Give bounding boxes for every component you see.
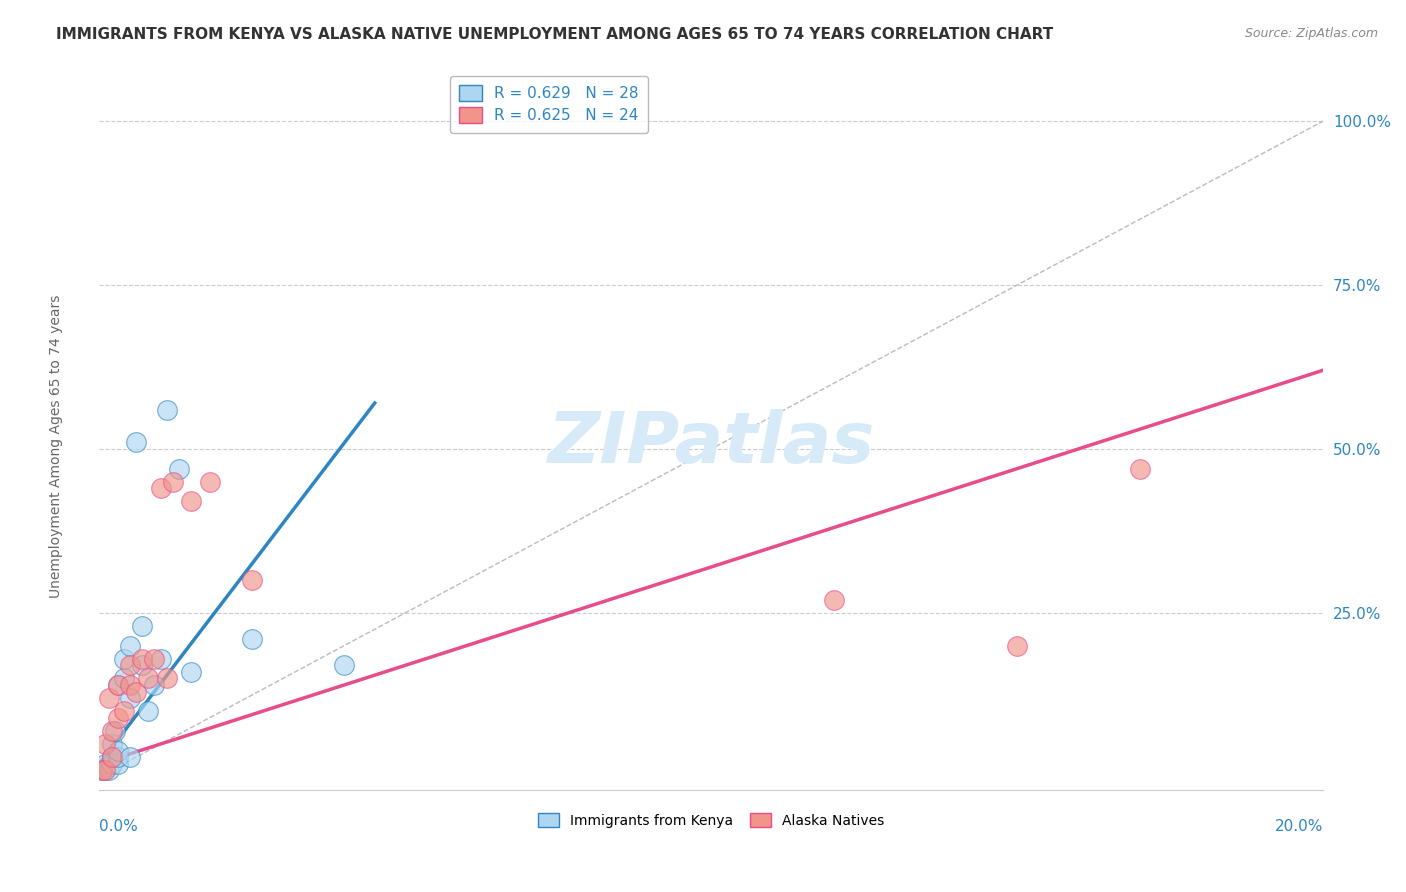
Point (97, 764, 120, 778)
Point (143, 678, 166, 692)
Point (118, 678, 141, 692)
Text: 0.0%: 0.0% (100, 819, 138, 834)
Point (167, 461, 190, 475)
Point (100, 737, 122, 751)
Point (149, 481, 172, 495)
Point (100, 750, 122, 764)
Text: Source: ZipAtlas.com: Source: ZipAtlas.com (1244, 27, 1378, 40)
Point (143, 652, 166, 666)
Point (118, 691, 141, 706)
Point (1129, 461, 1152, 475)
Point (149, 652, 172, 666)
Text: IMMIGRANTS FROM KENYA VS ALASKA NATIVE UNEMPLOYMENT AMONG AGES 65 TO 74 YEARS CO: IMMIGRANTS FROM KENYA VS ALASKA NATIVE U… (56, 27, 1053, 42)
Point (180, 494, 202, 508)
Point (131, 652, 153, 666)
Point (91, 764, 114, 778)
Text: Unemployment Among Ages 65 to 74 years: Unemployment Among Ages 65 to 74 years (49, 294, 63, 598)
Point (118, 639, 141, 653)
Point (180, 665, 202, 679)
Point (107, 750, 129, 764)
Point (125, 435, 148, 450)
Point (156, 672, 179, 686)
Point (107, 756, 129, 771)
Point (107, 711, 129, 725)
Point (94, 764, 117, 778)
Point (100, 750, 122, 764)
Text: ZIPatlas: ZIPatlas (547, 409, 875, 478)
Point (156, 402, 179, 417)
Point (162, 475, 184, 489)
Point (94, 764, 117, 778)
Point (118, 750, 141, 764)
Point (91, 764, 114, 778)
Point (112, 704, 135, 718)
Point (240, 573, 263, 587)
Point (240, 632, 263, 646)
Point (333, 658, 356, 673)
Point (94, 737, 117, 751)
Text: 20.0%: 20.0% (1275, 819, 1323, 834)
Point (131, 658, 153, 673)
Point (131, 619, 153, 633)
Point (112, 672, 135, 686)
Point (823, 592, 845, 607)
Point (118, 658, 141, 673)
Point (1007, 639, 1029, 653)
Point (136, 672, 159, 686)
Point (198, 475, 221, 489)
Point (100, 756, 122, 771)
Point (100, 723, 122, 738)
Point (94, 756, 117, 771)
Point (112, 652, 135, 666)
Point (107, 743, 129, 757)
Point (97, 691, 120, 706)
Legend: Immigrants from Kenya, Alaska Natives: Immigrants from Kenya, Alaska Natives (533, 807, 890, 833)
Point (104, 723, 127, 738)
Point (136, 704, 159, 718)
Point (107, 678, 129, 692)
Point (107, 678, 129, 692)
Point (125, 684, 148, 698)
